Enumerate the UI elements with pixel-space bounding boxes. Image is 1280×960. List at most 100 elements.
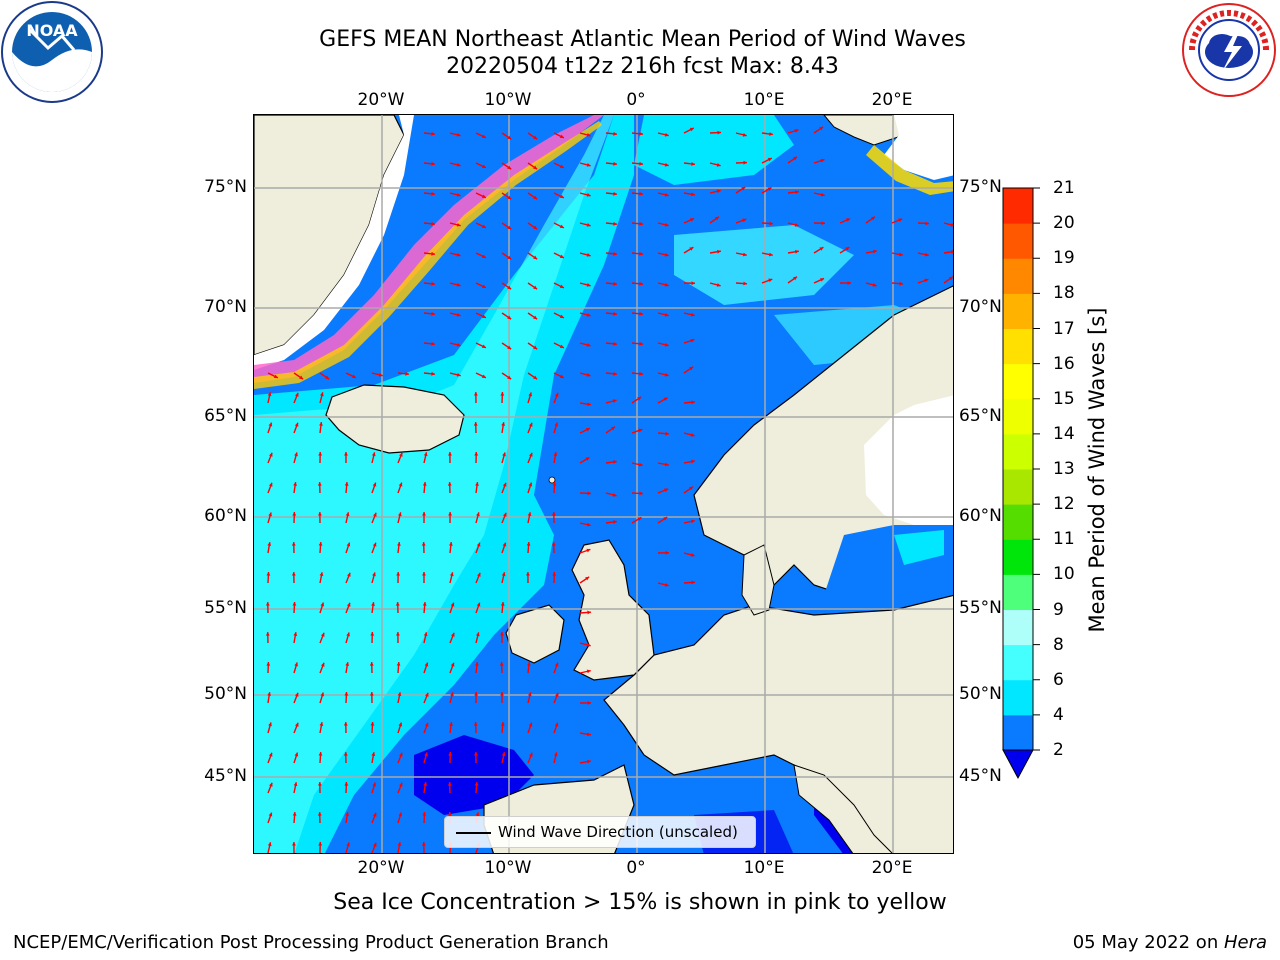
direction-arrow bbox=[501, 162, 512, 170]
direction-arrow bbox=[579, 342, 591, 347]
direction-arrow bbox=[267, 392, 272, 404]
direction-arrow bbox=[605, 399, 617, 404]
lat-label-right-75n: 75°N bbox=[959, 177, 1002, 197]
direction-arrow bbox=[657, 516, 668, 524]
direction-arrow bbox=[553, 662, 559, 674]
direction-arrow bbox=[449, 602, 455, 614]
lon-label-bottom-20w: 20°W bbox=[357, 858, 405, 878]
direction-arrow bbox=[553, 752, 558, 764]
noaa-logo-text: NOAA bbox=[26, 21, 78, 40]
direction-arrow bbox=[370, 631, 375, 644]
direction-arrow bbox=[475, 192, 487, 199]
direction-arrow bbox=[579, 427, 591, 434]
lat-label-left-65n: 65°N bbox=[204, 406, 247, 426]
direction-arrow bbox=[657, 192, 669, 197]
direction-arrow bbox=[891, 218, 903, 224]
direction-arrow bbox=[683, 246, 694, 254]
direction-arrow bbox=[500, 631, 504, 644]
direction-arrow bbox=[631, 462, 643, 467]
direction-arrow bbox=[345, 372, 357, 379]
lon-label-top-0: 0° bbox=[626, 90, 646, 110]
direction-arrow bbox=[553, 422, 559, 434]
direction-arrow bbox=[449, 372, 461, 377]
direction-arrow bbox=[318, 541, 323, 554]
direction-arrow bbox=[683, 519, 695, 524]
direction-arrow bbox=[319, 421, 323, 434]
direction-arrow bbox=[423, 692, 429, 704]
direction-arrow bbox=[371, 752, 376, 764]
colorbar-bin-6 bbox=[1003, 504, 1033, 540]
direction-arrow bbox=[501, 282, 512, 290]
direction-arrow bbox=[423, 452, 428, 464]
colorbar-bin-8 bbox=[1003, 433, 1033, 470]
direction-arrow bbox=[319, 392, 324, 404]
direction-arrow bbox=[761, 221, 774, 226]
direction-arrow bbox=[657, 488, 669, 494]
direction-arrow bbox=[501, 482, 507, 494]
direction-arrow bbox=[474, 751, 478, 764]
direction-arrow bbox=[657, 312, 669, 317]
chart-subtitle-run: 20220504 t12z 216h fcst Max: 8.43 bbox=[446, 54, 839, 79]
direction-arrow bbox=[735, 186, 746, 194]
direction-arrow bbox=[423, 752, 428, 764]
direction-arrow bbox=[761, 252, 773, 257]
direction-arrow bbox=[423, 632, 428, 644]
map-panel[interactable] bbox=[253, 114, 954, 854]
direction-arrow bbox=[605, 520, 617, 524]
direction-arrow bbox=[475, 512, 480, 524]
field-period-patch-north bbox=[634, 115, 794, 185]
direction-arrow bbox=[527, 512, 532, 524]
direction-arrow bbox=[319, 372, 330, 380]
colorbar bbox=[1002, 187, 1040, 780]
direction-arrow bbox=[683, 281, 696, 286]
direction-arrow bbox=[605, 371, 618, 376]
direction-arrow bbox=[605, 426, 616, 434]
land-italy bbox=[793, 764, 893, 853]
lat-label-right-60n: 60°N bbox=[959, 506, 1002, 526]
colorbar-tick-label: 6 bbox=[1053, 669, 1064, 690]
map-svg bbox=[254, 115, 953, 853]
direction-arrow bbox=[293, 692, 299, 704]
direction-arrow bbox=[865, 282, 877, 287]
direction-arrow bbox=[657, 222, 669, 227]
direction-arrow bbox=[553, 132, 565, 139]
baltic-sea-6s bbox=[894, 530, 944, 565]
direction-arrow bbox=[473, 721, 478, 734]
lon-label-bottom-10e: 10°E bbox=[743, 858, 785, 878]
direction-arrow bbox=[735, 218, 747, 224]
direction-arrow bbox=[579, 372, 591, 377]
direction-arrow bbox=[422, 511, 426, 524]
direction-arrow bbox=[423, 161, 436, 166]
direction-arrow bbox=[292, 601, 297, 614]
direction-arrow bbox=[344, 781, 349, 794]
direction-arrow bbox=[449, 132, 461, 137]
field-period-6-8 bbox=[254, 115, 614, 853]
direction-arrow bbox=[397, 842, 402, 853]
direction-arrow bbox=[787, 156, 798, 164]
direction-arrow bbox=[631, 428, 643, 434]
direction-arrow bbox=[552, 571, 557, 584]
colorbar-tick-label: 11 bbox=[1053, 529, 1075, 550]
direction-arrow bbox=[526, 571, 530, 584]
direction-arrow bbox=[605, 311, 618, 316]
gridlines bbox=[254, 115, 953, 853]
direction-arrow bbox=[683, 192, 695, 197]
lat-label-right-65n: 65°N bbox=[959, 406, 1002, 426]
land-iceland bbox=[325, 384, 465, 454]
direction-arrow bbox=[579, 576, 590, 584]
direction-arrow bbox=[267, 812, 273, 824]
direction-arrow bbox=[527, 222, 538, 230]
direction-arrow bbox=[293, 372, 304, 380]
direction-arrow bbox=[501, 222, 512, 230]
direction-arrow bbox=[474, 451, 479, 464]
direction-arrow bbox=[553, 372, 565, 379]
direction-arrow bbox=[683, 338, 695, 344]
lon-label-bottom-0: 0° bbox=[626, 858, 646, 878]
direction-arrow bbox=[319, 632, 325, 644]
direction-arrow bbox=[500, 691, 504, 704]
direction-arrow bbox=[709, 189, 721, 194]
direction-arrow bbox=[683, 312, 695, 317]
colorbar-label: Mean Period of Wind Waves [s] bbox=[1085, 307, 1109, 633]
direction-arrow bbox=[293, 482, 297, 494]
national-weather-service-logo-icon bbox=[1182, 3, 1276, 97]
